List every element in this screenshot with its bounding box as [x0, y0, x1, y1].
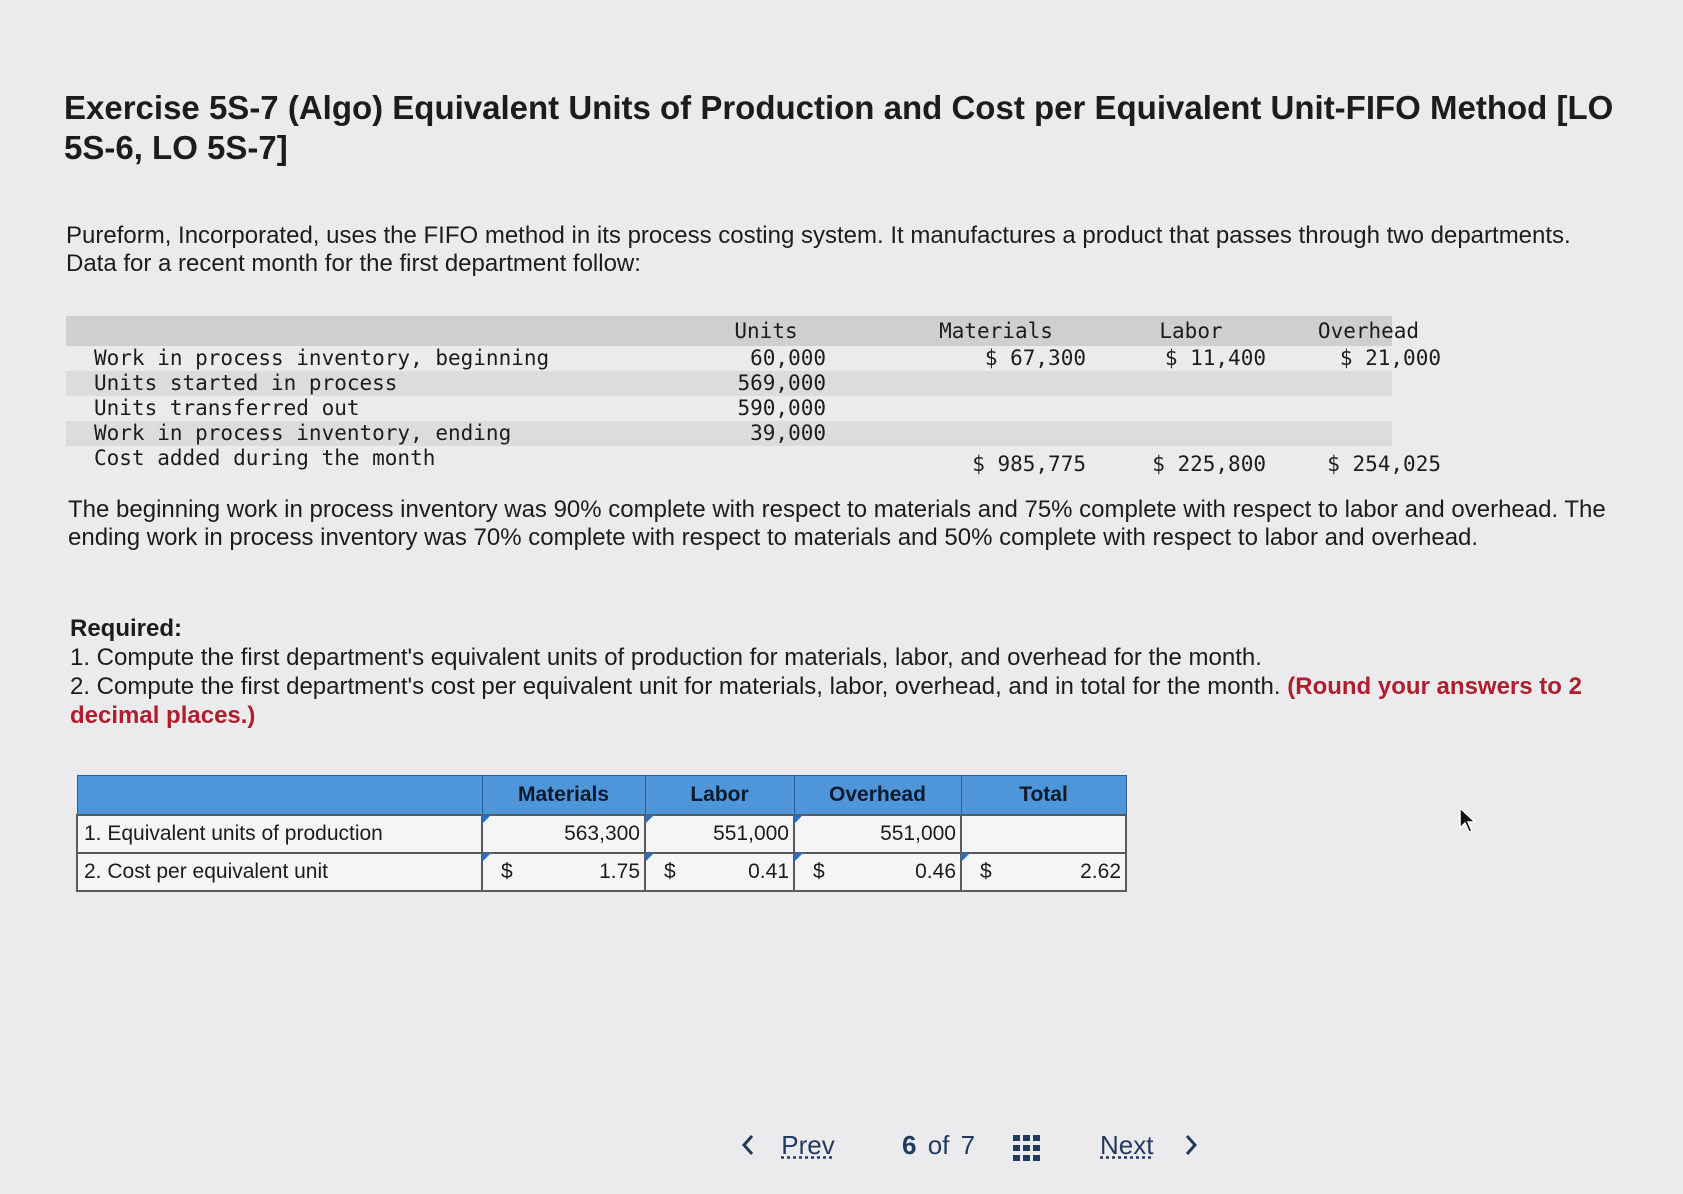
pagination: Prev 6 of 7 Next: [740, 1122, 1210, 1170]
eu-materials-input[interactable]: 563,300: [481, 814, 646, 854]
cpu-labor-value: 0.41: [748, 860, 789, 883]
prev-button[interactable]: Prev: [740, 1130, 835, 1161]
data-table-header: [66, 316, 1392, 346]
currency-sign: $: [813, 860, 825, 883]
cpu-materials-value: 1.75: [599, 860, 640, 883]
eu-materials-value: 563,300: [564, 822, 640, 845]
grid-icon[interactable]: [1012, 1134, 1042, 1162]
row-units: 569,000: [737, 371, 826, 395]
eu-total-cell: [960, 814, 1127, 854]
eu-overhead-value: 551,000: [880, 822, 956, 845]
next-button[interactable]: Next: [1100, 1130, 1199, 1161]
answer-flag-icon: [645, 853, 654, 862]
cpu-labor-input[interactable]: $ 0.41: [644, 852, 795, 892]
eu-labor-value: 551,000: [713, 822, 789, 845]
row-label: Work in process inventory, ending: [94, 421, 512, 445]
answer-row-cost-per-unit: 2. Cost per equivalent unit $ 1.75 $ 0.4…: [76, 852, 1127, 892]
next-label: Next: [1100, 1130, 1154, 1160]
row-units: 60,000: [750, 346, 826, 370]
rounding-hint: (Round your answers to 2 decimal places.…: [70, 673, 1582, 729]
row-label: Work in process inventory, beginning: [94, 346, 550, 370]
row-labor: $ 11,400: [1164, 346, 1266, 370]
cpu-materials-input[interactable]: $ 1.75: [481, 852, 646, 892]
answer-header-total: Total: [960, 775, 1127, 816]
answer-header-materials: Materials: [481, 775, 646, 816]
row-label: 1. Equivalent units of production: [76, 814, 483, 854]
row-label: Cost added during the month: [94, 446, 436, 470]
row-overhead: $ 254,025: [1327, 452, 1441, 476]
eu-labor-input[interactable]: 551,000: [644, 814, 795, 854]
required-item-2-wrap: 2. Compute the first department's cost p…: [70, 672, 1630, 730]
required-item-1: 1. Compute the first department's equiva…: [70, 644, 1262, 671]
answer-row-equivalent-units: 1. Equivalent units of production 563,30…: [76, 814, 1127, 854]
answer-flag-icon: [794, 853, 803, 862]
cpu-overhead-value: 0.46: [915, 860, 956, 883]
required-heading: Required:: [70, 615, 183, 642]
cpu-total-input[interactable]: $ 2.62: [960, 852, 1127, 892]
row-label: 2. Cost per equivalent unit: [76, 852, 483, 892]
chevron-left-icon: [741, 1135, 754, 1155]
cpu-overhead-input[interactable]: $ 0.46: [793, 852, 962, 892]
problem-intro: Pureform, Incorporated, uses the FIFO me…: [66, 222, 1571, 277]
answer-flag-icon: [482, 853, 491, 862]
page-title: Exercise 5S-7 (Algo) Equivalent Units of…: [64, 89, 1614, 166]
row-label: Units transferred out: [94, 396, 360, 420]
answer-header-overhead: Overhead: [793, 775, 962, 816]
answer-header-blank: [76, 775, 483, 816]
header-units: Units: [734, 319, 798, 343]
currency-sign: $: [980, 860, 992, 883]
header-labor: Labor: [1159, 319, 1223, 343]
row-materials: $ 985,775: [972, 452, 1086, 476]
answer-flag-icon: [482, 815, 491, 824]
answer-flag-icon: [961, 853, 970, 862]
row-materials: $ 67,300: [984, 346, 1086, 370]
required-section: Required: 1. Compute the first departmen…: [70, 614, 1630, 730]
page-of: of: [927, 1130, 950, 1160]
required-item-2: 2. Compute the first department's cost p…: [70, 673, 1281, 700]
row-units: 39,000: [750, 421, 826, 445]
current-page: 6: [902, 1130, 917, 1160]
page-indicator: 6 of 7: [902, 1130, 975, 1161]
table-row: Units started in process 569,000: [66, 371, 1392, 396]
table-row: Work in process inventory, beginning 60,…: [66, 346, 1441, 371]
row-label: Units started in process: [94, 371, 398, 395]
row-labor: $ 225,800: [1152, 452, 1266, 476]
answer-header-labor: Labor: [644, 775, 795, 816]
total-pages: 7: [960, 1130, 976, 1160]
currency-sign: $: [664, 860, 676, 883]
table-row: Cost added during the month $ 985,775 $ …: [66, 446, 1441, 476]
answer-flag-icon: [645, 815, 654, 824]
answer-flag-icon: [794, 815, 803, 824]
header-materials: Materials: [939, 319, 1053, 343]
answer-header-row: Materials Labor Overhead Total: [76, 775, 1127, 816]
row-overhead: $ 21,000: [1339, 346, 1441, 370]
table-row: Work in process inventory, ending 39,000: [66, 421, 1392, 446]
cpu-total-value: 2.62: [1080, 860, 1121, 883]
completion-paragraph: The beginning work in process inventory …: [68, 496, 1606, 551]
eu-overhead-input[interactable]: 551,000: [793, 814, 962, 854]
currency-sign: $: [501, 860, 513, 883]
cursor-icon: [1459, 806, 1477, 833]
prev-label: Prev: [781, 1130, 835, 1160]
answer-table: Materials Labor Overhead Total 1. Equiva…: [76, 775, 1127, 892]
chevron-right-icon: [1185, 1135, 1197, 1155]
header-overhead: Overhead: [1317, 319, 1420, 343]
row-units: 590,000: [737, 396, 826, 420]
table-row: Units transferred out 590,000: [66, 396, 1392, 421]
